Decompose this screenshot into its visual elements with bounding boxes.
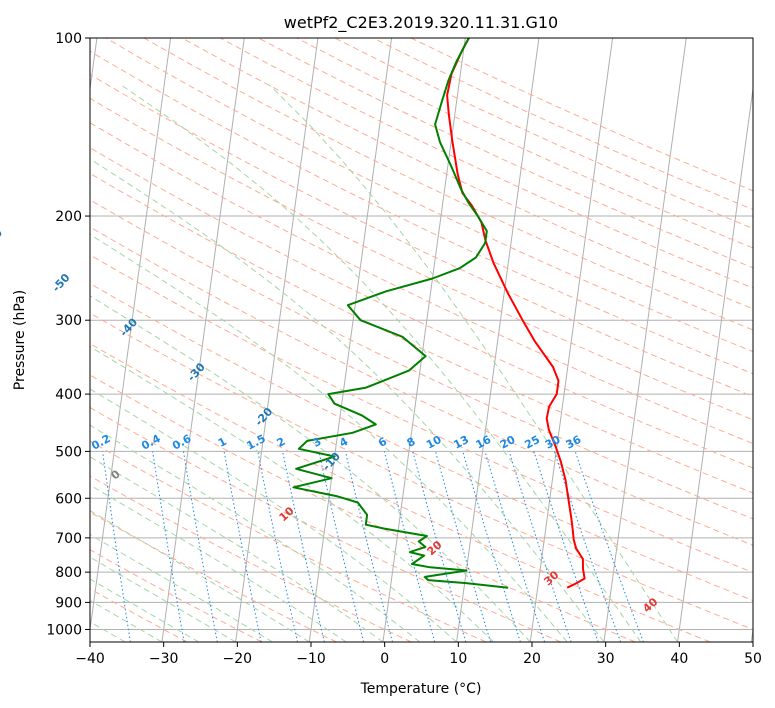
mixing-ratio-line <box>282 451 325 642</box>
chart-title: wetPf2_C2E3.2019.320.11.31.G10 <box>284 13 558 33</box>
plot-frame <box>89 37 754 643</box>
dry-adiabat-line <box>90 511 337 642</box>
mixing-ratio-line <box>462 451 521 642</box>
isotherm-line <box>235 38 319 642</box>
mixing-ratio-line <box>318 451 365 642</box>
x-tick-label: −40 <box>75 651 105 667</box>
x-tick-label: −10 <box>296 651 326 667</box>
profile-lines <box>292 38 586 589</box>
y-tick-label: 100 <box>55 31 82 47</box>
isotherm-line <box>529 38 614 642</box>
mixing-ratio-line <box>533 451 599 642</box>
mixing-ratio-line <box>508 451 572 642</box>
mixing-ratio-label: 25 <box>522 433 542 452</box>
y-tick-label: 600 <box>55 491 82 507</box>
dry-adiabat-line <box>143 38 753 331</box>
y-tick-label: 800 <box>55 565 82 581</box>
x-tick-label: 30 <box>597 651 615 667</box>
x-tick-label: 10 <box>449 651 467 667</box>
moist-adiabat-line <box>90 484 347 642</box>
mixing-ratio-label: 30 <box>543 433 563 452</box>
mixing-ratio-line <box>574 451 644 642</box>
moist-adiabat-line <box>90 233 568 642</box>
mixing-ratio-line <box>435 451 492 642</box>
mixing-ratio-label: 16 <box>474 433 494 452</box>
mixing-ratio-line <box>412 451 467 642</box>
temperature-profile-line <box>446 38 586 589</box>
x-tick-label: 0 <box>380 651 389 667</box>
isotherm-line <box>90 38 172 634</box>
axes: −40 −30 −20 −10 0 10 20 30 40 50 1000 900 800 700 600 5… <box>46 31 762 667</box>
mixing-ratio-label: 10 <box>424 433 444 452</box>
moist-adiabat-line <box>90 456 384 642</box>
dry-adiabat-line <box>220 38 753 289</box>
mixing-ratio-line <box>102 451 131 642</box>
y-tick-label: 700 <box>55 531 82 547</box>
y-tick-label: 400 <box>55 387 82 403</box>
y-tick-label: 200 <box>55 209 82 225</box>
moist-adiabat-line <box>90 424 421 642</box>
dry-adiabat-line <box>90 343 711 642</box>
x-tick-label: 40 <box>670 651 688 667</box>
dry-adiabat-line <box>90 97 753 421</box>
dry-adiabat-line <box>105 38 753 353</box>
mixing-ratio-line <box>484 451 546 642</box>
mixing-ratio-line <box>344 451 393 642</box>
dry-adiabat-line <box>90 282 753 602</box>
dry-adiabat-line <box>90 199 753 520</box>
moist-adiabat-line <box>120 84 642 642</box>
dry-adiabat-line <box>90 73 753 398</box>
x-tick-label: 20 <box>523 651 541 667</box>
moist-adiabat-line <box>90 510 310 642</box>
x-tick-label: 50 <box>744 651 762 667</box>
mixing-ratio-label: 36 <box>564 433 584 452</box>
dry-adiabat-line <box>90 440 487 642</box>
mixing-ratio-label: 20 <box>498 433 518 452</box>
isotherm-line <box>456 38 540 642</box>
y-tick-label: 900 <box>55 595 82 611</box>
moist-adiabat-line <box>90 533 273 642</box>
y-axis-label: Pressure (hPa) <box>12 290 28 390</box>
dry-adiabat-line <box>90 254 753 574</box>
isotherm-line <box>161 38 245 642</box>
mixing-ratio-label: 13 <box>451 433 471 452</box>
y-tick-label: 1000 <box>46 622 82 638</box>
moist-adiabat-line <box>90 295 531 642</box>
y-tick-label: 500 <box>55 444 82 460</box>
moist-adiabat-line <box>90 158 605 642</box>
moist-adiabat-line <box>268 84 679 642</box>
isotherm-line <box>677 85 753 642</box>
dry-adiabat-line <box>90 172 753 494</box>
x-axis-label: Temperature (°C) <box>360 681 482 697</box>
dewpoint-profile-line <box>292 38 509 589</box>
dry-adiabat-line <box>90 226 753 546</box>
mixing-ratio-line <box>257 451 298 642</box>
isotherm-line <box>603 38 687 642</box>
y-tick-label: 300 <box>55 313 82 329</box>
dry-adiabat-line <box>90 549 263 642</box>
mixing-ratio-line <box>152 451 185 642</box>
dry-adiabat-line <box>90 407 561 642</box>
x-tick-label: −20 <box>223 651 253 667</box>
dry-adiabat-line <box>90 312 753 631</box>
x-tick-label: −30 <box>149 651 179 667</box>
